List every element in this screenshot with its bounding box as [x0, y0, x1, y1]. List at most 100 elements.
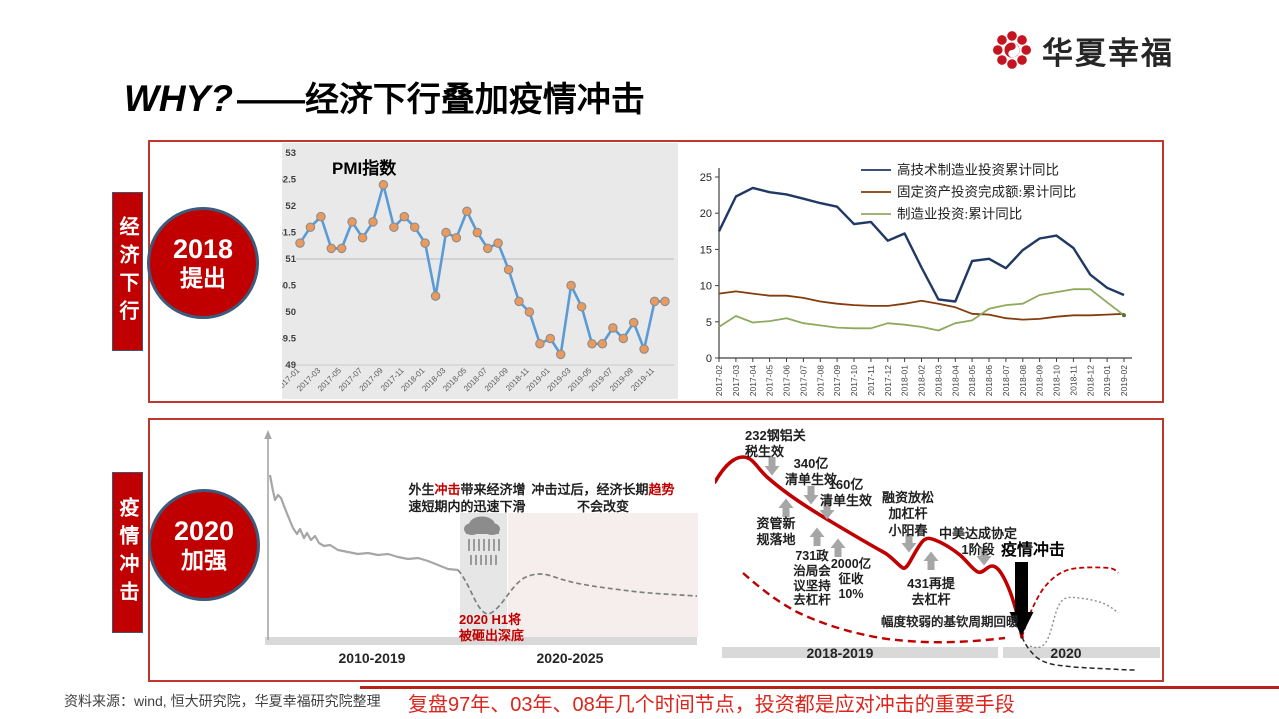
annotation-232-tariff: 232钢铝关 税生效: [745, 428, 806, 460]
svg-text:25: 25: [700, 172, 712, 184]
svg-text:2018-11: 2018-11: [1068, 365, 1078, 396]
svg-text:2017-07: 2017-07: [798, 365, 808, 396]
svg-text:2017-03: 2017-03: [731, 365, 741, 396]
policy-shock-diagram: [715, 455, 1160, 671]
up-arrow-icon: [809, 527, 825, 546]
svg-text:2017-09: 2017-09: [832, 365, 842, 396]
svg-text:2018-02: 2018-02: [917, 365, 927, 396]
economy-curve-2018-2019: [715, 455, 1024, 639]
brand-logo: 华夏幸福: [991, 27, 1174, 73]
svg-text:20: 20: [700, 208, 712, 220]
kitchin-cycle-line: [742, 572, 1006, 644]
rain-lines-icon: [468, 539, 500, 565]
svg-text:2018-05: 2018-05: [967, 365, 977, 396]
scenario-mild-rebound-line: [1029, 596, 1119, 649]
svg-text:2018-06: 2018-06: [984, 365, 994, 396]
svg-text:制造业投资:累计同比: 制造业投资:累计同比: [897, 207, 1022, 222]
svg-text:52.5: 52.5: [282, 175, 297, 186]
source-note: 资料来源：wind, 恒大研究院，华夏幸福研究院整理: [64, 693, 381, 709]
svg-text:2019-01: 2019-01: [1102, 365, 1112, 396]
annotation-exogenous-shock: 外生冲击带来经济增速短期内的迅速下滑: [408, 482, 526, 514]
svg-text:51: 51: [285, 254, 296, 265]
svg-text:2018-04: 2018-04: [950, 365, 960, 396]
flower-ring-icon: [992, 31, 1032, 69]
svg-text:2019-11: 2019-11: [629, 366, 656, 393]
investment-line-chart: 0 5 10 15 20 25 2017-02 2017-03 2017-04 2017-05 20…: [700, 162, 1132, 396]
svg-text:50.5: 50.5: [282, 281, 297, 292]
annotation-340-list: 340亿 清单生效: [784, 456, 837, 488]
down-arrow-icon: [803, 486, 819, 505]
svg-text:2017-04: 2017-04: [748, 365, 758, 396]
svg-text:2017-08: 2017-08: [815, 365, 825, 396]
annotation-731-meeting: 731政 治局会 议坚持 去杠杆: [793, 549, 831, 608]
side-label-epidemic: 疫情冲击: [112, 472, 143, 633]
svg-text:53: 53: [285, 148, 296, 159]
svg-text:50: 50: [285, 307, 296, 318]
svg-text:2017-12: 2017-12: [883, 365, 893, 396]
badge-2020: 2020 加强: [148, 489, 260, 601]
svg-text:2018-01: 2018-01: [900, 365, 910, 396]
svg-text:2018-07: 2018-07: [1001, 365, 1011, 396]
annotation-trade-deal: 中美达成协定 1阶段: [938, 526, 1017, 558]
pmi-chart-panel: 4949.55050.55151.55252.5532017-012017-03…: [274, 143, 678, 399]
svg-text:2018-03: 2018-03: [933, 365, 943, 396]
badge-2018-year: 2018: [172, 234, 234, 265]
brand-name: 华夏幸福: [1042, 35, 1174, 71]
axis-label-2020-2025: 2020-2025: [536, 650, 604, 666]
annotation-financing-spring: 融资放松 加杠杆 小阳春: [881, 490, 934, 538]
svg-text:49.5: 49.5: [282, 334, 297, 345]
annotation-asset-rule: 资管新 规落地: [756, 516, 796, 548]
annotation-deep-bottom: 2020 H1将 被砸出深底: [459, 612, 525, 644]
up-arrow-icon: [778, 498, 794, 517]
svg-text:固定资产投资完成额:累计同比: 固定资产投资完成额:累计同比: [897, 185, 1076, 200]
title-why: WHY?: [124, 78, 233, 119]
svg-text:5: 5: [706, 317, 712, 329]
svg-text:高技术制造业投资累计同比: 高技术制造业投资累计同比: [897, 162, 1059, 178]
pmi-line-chart: 4949.55050.55151.55252.5532017-012017-03…: [274, 148, 674, 393]
svg-text:2017-02: 2017-02: [714, 365, 724, 396]
page-title: WHY? ——经济下行叠加疫情冲击: [124, 72, 645, 121]
title-main: ——经济下行叠加疫情冲击: [236, 81, 645, 119]
footer-divider: [360, 686, 1279, 689]
svg-text:2018-08: 2018-08: [1018, 365, 1028, 396]
key-takeaway: 复盘97年、03年、08年几个时间节点，投资都是应对冲击的重要手段: [408, 694, 1015, 716]
svg-text:51.5: 51.5: [282, 228, 297, 239]
side-label-economy: 经济下行: [112, 192, 143, 351]
svg-text:2017-05: 2017-05: [765, 365, 775, 396]
svg-text:2018-12: 2018-12: [1085, 365, 1095, 396]
svg-text:2018-09: 2018-09: [1035, 365, 1045, 396]
badge-2018-text: 提出: [180, 265, 226, 292]
badge-2018: 2018 提出: [147, 207, 259, 319]
scenario-strong-rebound-line: [1021, 566, 1119, 638]
annotation-2000-tariff: 2000亿 征收 10%: [830, 557, 872, 601]
svg-text:2019-02: 2019-02: [1119, 365, 1129, 396]
rain-cloud-icon: [464, 516, 500, 535]
scenario-continued-decline-line: [1021, 636, 1136, 671]
historical-growth-line: [268, 474, 459, 572]
svg-text:2017-10: 2017-10: [849, 365, 859, 396]
pmi-chart-title: PMI指数: [332, 159, 397, 178]
annotation-kitchin-cycle: 幅度较弱的基钦周期回暖: [881, 615, 1019, 629]
svg-text:2017-11: 2017-11: [866, 365, 876, 396]
forecast-growth-line: [457, 569, 698, 615]
badge-2020-text: 加强: [181, 547, 227, 574]
annotation-long-trend: 冲击过后，经济长期趋势不会改变: [531, 482, 675, 514]
svg-text:49: 49: [285, 360, 296, 371]
annotation-epidemic-shock: 疫情冲击: [1001, 542, 1066, 559]
badge-2020-year: 2020: [173, 516, 235, 547]
svg-text:0: 0: [706, 353, 712, 365]
axis-label-2020: 2020: [1050, 645, 1082, 661]
svg-text:10: 10: [700, 281, 712, 293]
svg-text:15: 15: [700, 244, 712, 256]
axis-label-2018-2019: 2018-2019: [806, 645, 874, 661]
annotation-431-deleverage: 431再提 去杠杆: [907, 576, 955, 608]
svg-text:2018-10: 2018-10: [1052, 365, 1062, 396]
axis-label-2010-2019: 2010-2019: [338, 650, 406, 666]
svg-text:2017-06: 2017-06: [782, 365, 792, 396]
axis-arrow-icon: [264, 430, 272, 439]
black-down-arrow-icon: [1009, 562, 1034, 636]
svg-text:52: 52: [285, 201, 296, 212]
annotation-160-list: 160亿 清单生效: [819, 477, 872, 509]
growth-trend-diagram: [264, 430, 698, 645]
